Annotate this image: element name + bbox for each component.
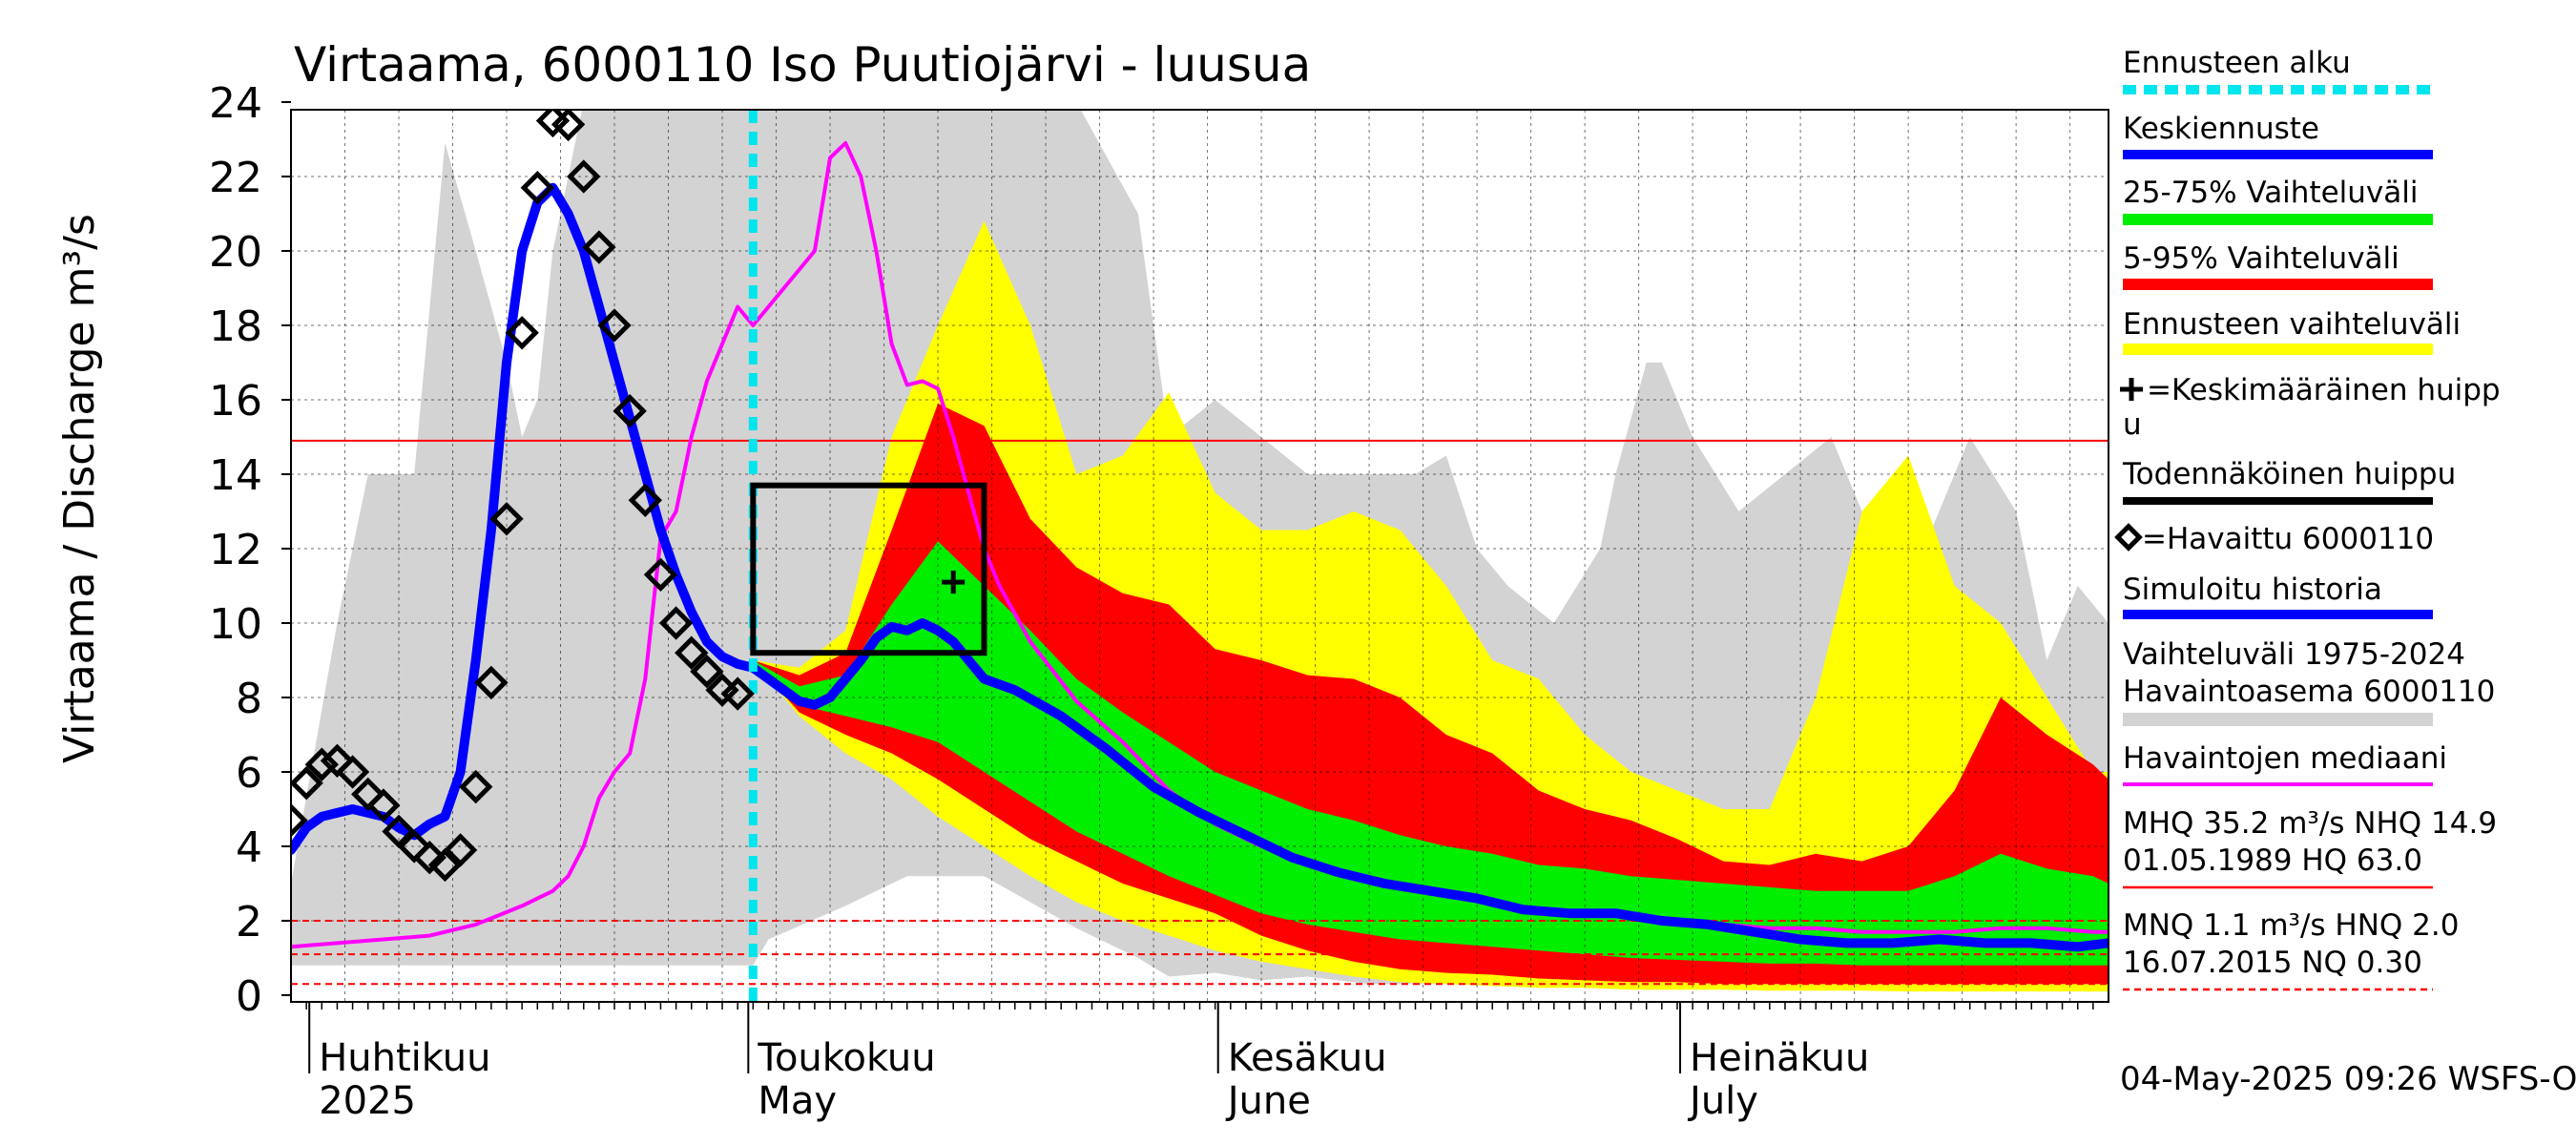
observed-point	[335, 755, 370, 789]
legend-label-simulated: Simuloitu historia	[2123, 572, 2382, 607]
observed-point	[505, 316, 539, 350]
plot-area	[291, 110, 2109, 1002]
x-month-sublabel: July	[1687, 1079, 1758, 1123]
y-tick-label: 6	[236, 749, 262, 798]
legend-label-mhq-date: 01.05.1989 HQ 63.0	[2123, 843, 2422, 878]
mean-forecast-line	[291, 182, 2109, 952]
observed-point	[366, 788, 401, 822]
legend-label-range-5-95: 5-95% Vaihteluväli	[2123, 241, 2399, 276]
footer-timestamp: 04-May-2025 09:26 WSFS-O	[2120, 1060, 2576, 1098]
observed-point	[690, 655, 724, 689]
x-month-label: Kesäkuu	[1228, 1036, 1387, 1080]
observed-point	[582, 230, 616, 264]
probable-peak-box	[750, 482, 987, 656]
x-month-sublabel: May	[758, 1079, 837, 1123]
legend-label-range-25-75: 25-75% Vaihteluväli	[2123, 176, 2419, 210]
legend-label-mnq-date: 16.07.2015 NQ 0.30	[2123, 946, 2422, 980]
y-tick-label: 24	[209, 79, 262, 128]
observed-point	[291, 803, 308, 838]
observed-point	[291, 766, 323, 801]
legend-cross-icon	[2120, 378, 2143, 401]
observed-point	[720, 677, 755, 711]
y-tick-label: 0	[236, 972, 262, 1021]
x-month-label: Toukokuu	[757, 1036, 935, 1080]
legend-label-mhq: MHQ 35.2 m³/s NHQ 14.9	[2123, 806, 2497, 841]
y-tick-label: 16	[209, 377, 262, 426]
observed-point	[443, 833, 478, 867]
observed-point	[597, 308, 632, 343]
observed-point	[567, 159, 601, 194]
x-month-sublabel: 2025	[319, 1079, 416, 1123]
legend-label-median: Havaintojen mediaani	[2123, 741, 2447, 776]
y-tick-label: 2	[236, 898, 262, 947]
legend-label-forecast-start: Ennusteen alku	[2123, 46, 2351, 80]
observed-point	[551, 110, 586, 142]
x-month-sublabel: June	[1225, 1079, 1311, 1123]
legend-label-probable-peak: Todennäköinen huippu	[2122, 457, 2456, 491]
observed-point	[658, 606, 694, 640]
observed-point	[628, 483, 662, 517]
y-tick-label: 10	[209, 600, 262, 649]
y-axis-label: Virtaama / Discharge m³/s	[55, 214, 104, 763]
y-tick-label: 22	[209, 154, 262, 202]
y-tick-label: 12	[209, 526, 262, 574]
observed-point	[459, 769, 493, 804]
legend-label-hist-range: Vaihteluväli 1975-2024	[2123, 637, 2465, 672]
legend-label-mean-peak: =Keskimääräinen huipp	[2147, 373, 2501, 407]
legend-diamond-icon	[2114, 523, 2143, 552]
legend: Ennusteen alku Keskiennuste 25-75% Vaiht…	[2114, 46, 2501, 991]
observed-point	[613, 394, 647, 428]
legend-label-mnq: MNQ 1.1 m³/s HNQ 2.0	[2123, 908, 2459, 943]
series-lines-layer	[291, 110, 2109, 1002]
observed-point	[489, 502, 524, 536]
y-tick-label: 8	[236, 675, 262, 723]
y-tick-label: 20	[209, 228, 262, 277]
legend-label-mean-peak-wrap: u	[2123, 407, 2142, 442]
legend-label-forecast-range: Ennusteen vaihteluväli	[2123, 307, 2461, 342]
legend-label-observed: =Havaittu 6000110	[2142, 522, 2434, 556]
legend-label-mean-forecast: Keskiennuste	[2123, 112, 2319, 146]
x-month-label: Heinäkuu	[1690, 1036, 1869, 1080]
observed-point	[520, 171, 554, 205]
observed-point	[675, 635, 709, 670]
axes-layer: 024681012141618202224Huhtikuu2025Toukoku…	[209, 79, 2094, 1123]
observed-point	[474, 665, 509, 700]
x-month-label: Huhtikuu	[319, 1036, 490, 1080]
observed-point	[412, 841, 447, 875]
reference-lines-layer	[291, 439, 2109, 986]
markers-layer	[291, 110, 966, 883]
chart-title: Virtaama, 6000110 Iso Puutiojärvi - luus…	[294, 37, 1311, 93]
y-tick-label: 14	[209, 451, 262, 500]
forecast-bands-layer	[753, 220, 2109, 992]
legend-label-hist-station: Havaintoasema 6000110	[2123, 675, 2495, 709]
y-tick-label: 4	[236, 823, 262, 872]
observed-point	[643, 557, 678, 592]
y-tick-label: 18	[209, 302, 262, 351]
range-25-75-band	[753, 541, 2109, 966]
